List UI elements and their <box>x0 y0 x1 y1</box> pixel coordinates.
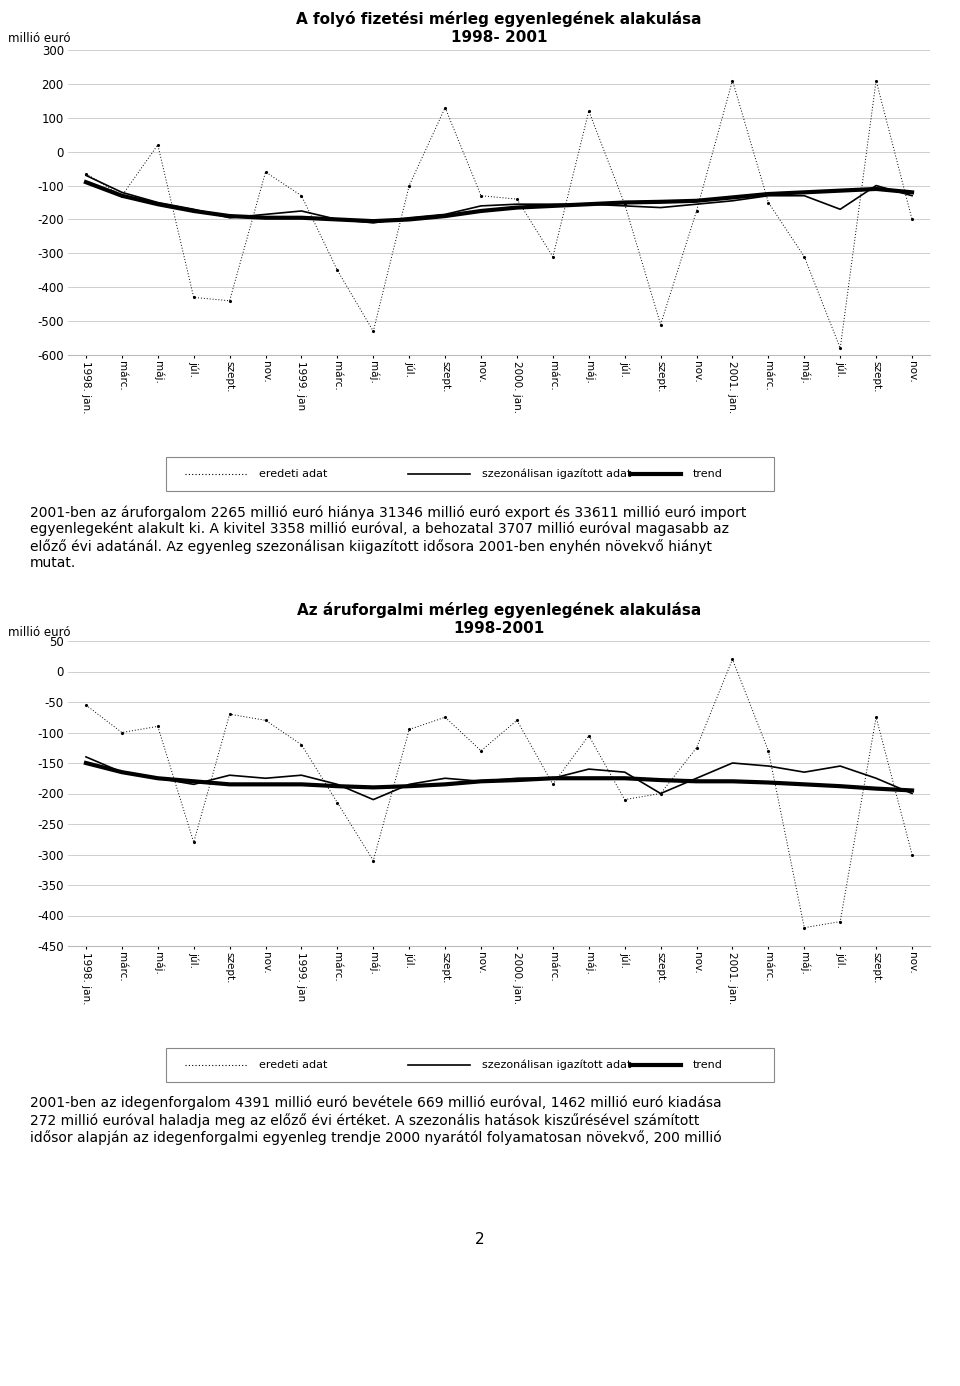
Title: Az áruforgalmi mérleg egyenlegének alakulása
1998-2001: Az áruforgalmi mérleg egyenlegének alaku… <box>297 603 701 636</box>
Text: 2001-ben az idegenforgalom 4391 millió euró bevétele 669 millió euróval, 1462 mi: 2001-ben az idegenforgalom 4391 millió e… <box>30 1096 722 1145</box>
Text: millió euró: millió euró <box>8 32 70 44</box>
Text: szezonálisan igazított adat: szezonálisan igazított adat <box>483 1060 632 1070</box>
Text: millió euró: millió euró <box>8 626 70 639</box>
Text: trend: trend <box>693 1060 723 1070</box>
Text: eredeti adat: eredeti adat <box>259 1060 327 1070</box>
Text: szezonálisan igazított adat: szezonálisan igazított adat <box>483 468 632 480</box>
Text: 2001-ben az áruforgalom 2265 millió euró hiánya 31346 millió euró export és 3361: 2001-ben az áruforgalom 2265 millió euró… <box>30 505 746 570</box>
Text: eredeti adat: eredeti adat <box>259 468 327 480</box>
Text: 2: 2 <box>475 1232 485 1247</box>
Text: trend: trend <box>693 468 723 480</box>
Title: A folyó fizetési mérleg egyenlegének alakulása
1998- 2001: A folyó fizetési mérleg egyenlegének ala… <box>297 11 702 44</box>
